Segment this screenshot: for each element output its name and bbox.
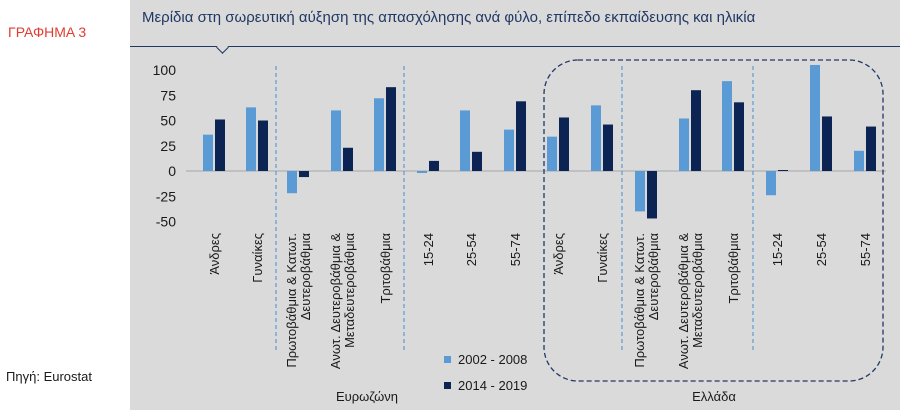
figure-sidebar: ΓΡΑΦΗΜΑ 3 Πηγή: Eurostat [0,0,116,410]
bar [215,119,225,171]
bar [866,126,876,171]
category-label: Μεταδευτεροβάθμια [690,233,705,348]
bar [722,81,732,171]
bar [429,160,439,171]
bar [246,107,256,171]
bar [691,90,701,171]
bar [854,150,864,171]
greece-highlight-box [543,59,884,382]
bar [647,171,657,219]
y-tick-label: -25 [156,188,176,204]
bar [635,171,645,212]
category-label: Ανωτ. Δευτεροβάθμια & [328,233,343,369]
bar [810,64,820,171]
y-tick-label: -50 [156,214,176,230]
category-label: 25-54 [814,233,829,266]
bar [287,171,297,194]
category-label: Γυναίκες [595,233,610,283]
bar [679,118,689,171]
category-label: Δευτεροβάθμια [646,233,661,321]
category-label: 55-74 [508,233,523,266]
y-tick-label: 75 [160,87,176,103]
category-label: 15-24 [770,233,785,266]
bar [417,171,427,174]
bar [547,136,557,171]
bar [258,120,268,171]
bar [386,87,396,171]
legend-swatch [444,382,451,389]
legend-swatch [444,356,451,363]
figure-number: ΓΡΑΦΗΜΑ 3 [8,24,87,40]
bar [778,169,788,171]
category-label: Δευτεροβάθμια [298,233,313,321]
bar [460,110,470,171]
bar [766,171,776,196]
category-label: Τριτοβάθμια [726,233,741,304]
category-label: 15-24 [421,233,436,266]
y-tick-label: 0 [168,163,176,179]
category-label: Τριτοβάθμια [378,233,393,304]
bar [603,124,613,171]
chart-panel [130,0,900,410]
title-rule [130,46,900,47]
y-tick-label: 50 [160,113,176,129]
bar [504,129,514,171]
category-label: 25-54 [464,233,479,266]
bar [374,98,384,171]
category-label: Πρωτοβάθμια & Κατωτ. [632,233,647,368]
category-label: Γυναίκες [250,233,265,283]
bar [591,105,601,171]
bar [203,134,213,171]
bar [734,102,744,171]
category-label: 55-74 [858,233,873,266]
legend-label: 2014 - 2019 [458,378,527,393]
category-label: Μεταδευτεροβάθμια [342,233,357,348]
bar-chart: 100 75 50 25 0 -25 -50 Άνδρες Γυναίκες Πρωτοβάθμι… [153,59,886,404]
category-label: Πρωτοβάθμια & Κατωτ. [284,233,299,368]
category-label: Άνδρες [207,233,222,275]
group-label: Ελλάδα [692,389,736,404]
bar [822,116,832,171]
group-label: Ευρωζώνη [336,389,398,404]
y-tick-label: 25 [160,138,176,154]
chart-title: Μερίδια στη σωρευτική αύξηση της απασχόλ… [142,9,756,26]
category-label: Άνδρες [551,233,566,275]
bar [472,151,482,171]
bar [516,101,526,171]
bar [299,171,309,178]
category-label: Ανωτ. Δευτεροβάθμια & [676,233,691,369]
y-tick-label: 100 [153,62,177,78]
bar [331,110,341,171]
bar [559,117,569,171]
bar [343,147,353,171]
legend-label: 2002 - 2008 [458,352,527,367]
source-note: Πηγή: Eurostat [6,369,92,384]
